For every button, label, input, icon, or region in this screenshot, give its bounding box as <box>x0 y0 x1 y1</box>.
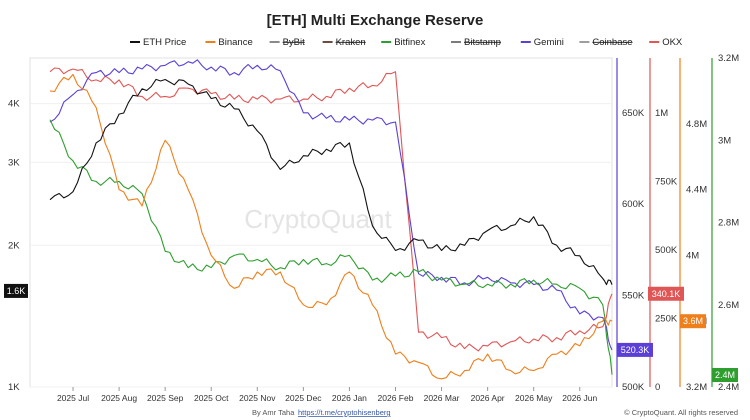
legend-label: Kraken <box>336 37 366 48</box>
x-tick-label: 2025 Dec <box>285 393 322 403</box>
footer-copyright: © CryptoQuant. All rights reserved <box>624 408 738 417</box>
series-line-binance <box>49 73 613 380</box>
plot-area <box>29 57 613 388</box>
binance-tick-label: 4.8M <box>686 119 707 130</box>
gemini-current-badge: 520.3K <box>617 342 653 357</box>
x-tick-label: 2026 Feb <box>378 393 414 403</box>
series-line-bitfinex <box>49 119 613 375</box>
x-tick-label: 2026 Jun <box>562 393 597 403</box>
okx-tick-label: 0 <box>655 382 660 393</box>
gemini-tick-label: 600K <box>622 199 645 210</box>
bitfinex-tick-label: 2.6M <box>718 300 739 311</box>
legend-label: ByBit <box>283 37 306 48</box>
legend-label: Binance <box>218 37 252 48</box>
price-tick-label: 4K <box>8 99 20 110</box>
legend-item-okx[interactable]: OKX <box>649 37 683 48</box>
binance-tick-label: 4.4M <box>686 185 707 196</box>
legend-label: ETH Price <box>143 37 186 48</box>
legend-item-coinbase[interactable]: Coinbase <box>579 37 633 48</box>
okx-current-badge: 340.1K <box>648 286 684 301</box>
bitfinex-tick-label: 2.8M <box>718 218 739 229</box>
legend-label: Bitstamp <box>464 37 501 48</box>
x-tick-label: 2025 Jul <box>57 393 89 403</box>
legend-item-binance[interactable]: Binance <box>205 37 253 48</box>
legend-label: Bitfinex <box>394 37 425 48</box>
x-tick-label: 2026 May <box>515 393 553 403</box>
legend-label: OKX <box>662 37 683 48</box>
badge-bg <box>712 368 738 382</box>
okx-tick-label: 1M <box>655 108 668 119</box>
series-line-eth-price <box>49 78 613 286</box>
badge-label: 3.6M <box>683 316 703 326</box>
okx-tick-label: 500K <box>655 245 678 256</box>
series-line-okx <box>49 67 613 352</box>
x-tick-label: 2025 Aug <box>101 393 137 403</box>
legend-item-eth-price[interactable]: ETH Price <box>130 37 186 48</box>
footer-link[interactable]: https://t.me/cryptohisenberg <box>298 408 391 417</box>
gemini-tick-label: 550K <box>622 291 645 302</box>
badge-label: 2.4M <box>715 370 735 380</box>
bitfinex-tick-label: 2.4M <box>718 382 739 393</box>
price-current-badge: 1.6K <box>4 283 28 298</box>
badge-bg <box>4 283 28 298</box>
x-tick-label: 2025 Oct <box>194 393 229 403</box>
binance-current-badge: 3.6M <box>680 314 706 329</box>
x-tick-label: 2026 Apr <box>471 393 505 403</box>
footer: By Amr Taha https://t.me/cryptohisenberg… <box>252 408 738 417</box>
current-value-badges: 1.6K 340.1K 3.6M 520.3K 2.4M <box>4 283 738 382</box>
x-tick-label: 2026 Mar <box>424 393 460 403</box>
chart-title: [ETH] Multi Exchange Reserve <box>267 12 484 29</box>
binance-tick-label: 3.2M <box>686 382 707 393</box>
legend-item-bybit[interactable]: ByBit <box>269 37 306 48</box>
footer-author: By Amr Taha <box>252 408 295 417</box>
x-tick-label: 2025 Nov <box>239 393 276 403</box>
price-tick-label: 3K <box>8 157 20 168</box>
okx-tick-label: 250K <box>655 313 678 324</box>
x-tick-label: 2025 Sep <box>147 393 184 403</box>
badge-label: 340.1K <box>652 289 681 299</box>
series-line-gemini <box>49 59 613 351</box>
badge-label: 1.6K <box>7 286 26 296</box>
bitfinex-tick-label: 3.2M <box>718 53 739 64</box>
gemini-tick-label: 500K <box>622 382 645 393</box>
legend-label: Coinbase <box>592 37 632 48</box>
badge-bg <box>648 286 684 301</box>
okx-tick-label: 750K <box>655 176 678 187</box>
bitfinex-tick-label: 3M <box>718 135 731 146</box>
legend-item-kraken[interactable]: Kraken <box>322 37 366 48</box>
legend-item-bitstamp[interactable]: Bitstamp <box>451 37 501 48</box>
badge-label: 520.3K <box>621 345 650 355</box>
legend-item-bitfinex[interactable]: Bitfinex <box>381 37 426 48</box>
binance-tick-label: 4M <box>686 250 699 261</box>
chart-legend: ETH Price Binance ByBit Kraken Bitfinex Bitst… <box>130 37 683 48</box>
gemini-tick-label: 650K <box>622 108 645 119</box>
price-tick-label: 1K <box>8 382 20 393</box>
price-tick-label: 2K <box>8 240 20 251</box>
badge-bg <box>617 342 653 357</box>
legend-item-gemini[interactable]: Gemini <box>520 37 564 48</box>
legend-label: Gemini <box>534 37 564 48</box>
axes: 1K 2K 3K 4K 2025 Jul 2025 Aug 2025 Sep 2025 Oct… <box>8 53 739 403</box>
x-tick-label: 2026 Jan <box>332 393 367 403</box>
bitfinex-current-badge: 2.4M <box>712 368 738 382</box>
badge-bg <box>680 314 706 329</box>
